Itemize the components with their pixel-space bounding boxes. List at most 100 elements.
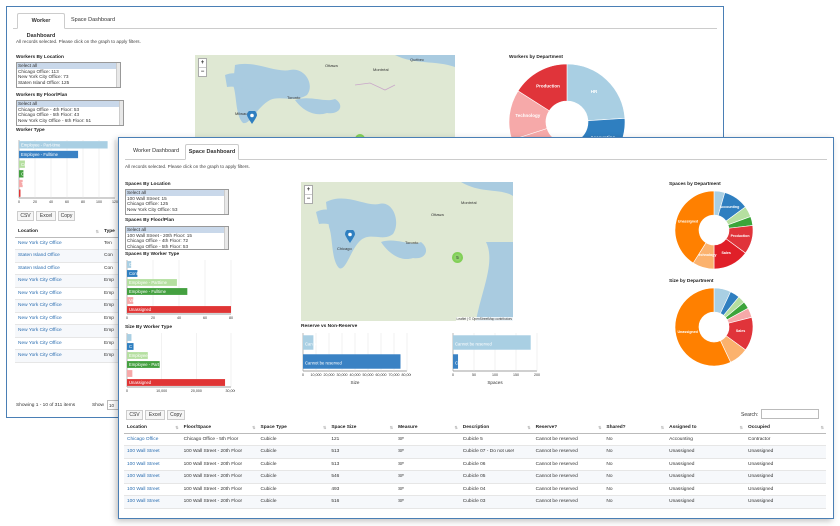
bar[interactable] xyxy=(127,270,138,277)
bar[interactable] xyxy=(127,370,133,377)
column-header[interactable]: Reserve? ⇅ xyxy=(532,423,604,434)
table-cell[interactable]: 100 Wall Street xyxy=(124,458,181,471)
bar[interactable] xyxy=(19,141,108,149)
spaces-by-location-select[interactable]: Select all 100 Wall Street: 15 Chicago O… xyxy=(125,189,229,215)
table-row[interactable]: New York City Office Emp xyxy=(15,299,125,313)
table-row[interactable]: Staten Island Office Con xyxy=(15,262,125,275)
spaces-by-floor-select[interactable]: Select all 100 Wall Street - 20th Floor:… xyxy=(125,226,229,250)
bar[interactable] xyxy=(127,297,134,304)
option[interactable]: Select all xyxy=(126,227,228,233)
bar[interactable] xyxy=(127,306,231,313)
workers-by-location-select[interactable]: Select all Chicago Office: 113 New York … xyxy=(16,62,121,88)
scrollbar[interactable] xyxy=(119,101,123,125)
option[interactable]: Chicago Office - 4th Floor: 53 xyxy=(18,106,80,112)
column-header[interactable]: Space Type ⇅ xyxy=(257,423,329,434)
option[interactable]: Chicago Office - 5th Floor: 53 xyxy=(127,243,189,249)
location-cell[interactable]: New York City Office xyxy=(15,237,101,250)
table-row[interactable]: New York City Office Emp xyxy=(15,274,125,288)
table-row[interactable]: Chicago Office Chicago Office - 5th Floor… xyxy=(124,433,826,446)
size-by-worker-type-chart[interactable]: 0 10,000 20,000 30,000 C Employee Employee - P… xyxy=(123,331,235,395)
bar[interactable] xyxy=(127,261,132,268)
option[interactable]: 100 Wall Street - 20th Floor: 15 xyxy=(127,232,192,238)
column-header-type[interactable]: Type xyxy=(101,227,125,238)
table-cell[interactable]: 100 Wall Street xyxy=(124,495,181,509)
column-header[interactable]: Shared? ⇅ xyxy=(603,423,667,434)
location-cell[interactable]: New York City Office xyxy=(15,337,101,350)
option[interactable]: Chicago Office - 5th Floor: 43 xyxy=(18,112,80,118)
bar[interactable] xyxy=(19,160,25,168)
bar[interactable] xyxy=(127,279,177,286)
column-header[interactable]: Location ⇅ xyxy=(124,423,181,434)
size-by-department-chart[interactable]: Sales Unassigned xyxy=(673,285,755,375)
option[interactable]: Chicago Office - 4th Floor: 72 xyxy=(127,238,189,244)
table-row[interactable]: 100 Wall Street 100 Wall Street - 20th Fl… xyxy=(124,470,826,484)
spaces-by-department-chart[interactable]: Accounting Production Sales Technology Unass… xyxy=(673,188,755,278)
zoom-in-button[interactable]: + xyxy=(306,187,311,193)
bar[interactable] xyxy=(127,352,148,359)
location-cell[interactable]: Staten Island Office xyxy=(15,262,101,275)
table-cell[interactable]: Chicago Office xyxy=(124,433,181,446)
column-header[interactable]: Description ⇅ xyxy=(459,423,533,434)
search-input[interactable] xyxy=(761,409,819,419)
table-row[interactable]: New York City Office Emp xyxy=(15,312,125,325)
csv-button[interactable]: CSV xyxy=(126,410,143,420)
spaces-by-worker-type-chart[interactable]: 0 20 40 60 80 Conte Contractor Employee - Partt… xyxy=(123,258,235,322)
table-row[interactable]: Staten Island Office Con xyxy=(15,249,125,263)
map-attribution[interactable]: Leaflet | © OpenStreetMap contributors xyxy=(455,317,513,321)
column-header[interactable]: Floor/Space ⇅ xyxy=(180,423,258,434)
bar[interactable] xyxy=(127,288,188,295)
excel-button[interactable]: Excel xyxy=(36,211,56,221)
worker-type-chart[interactable]: 0 20 40 60 80 100 120 Employee - Part-time Emplo… xyxy=(15,138,119,206)
workers-by-department-chart[interactable]: HRAccountingTechnologyProduction xyxy=(507,62,629,148)
bar[interactable] xyxy=(127,334,132,341)
bar[interactable] xyxy=(453,354,459,369)
location-cell[interactable]: New York City Office xyxy=(15,287,101,300)
table-cell[interactable]: 100 Wall Street xyxy=(124,483,181,496)
table-row[interactable]: New York City Office Emp xyxy=(15,287,125,300)
reserve-by-size-chart[interactable]: 0 10,000 20,000 30,000 40,000 50,000 60,000 70,… xyxy=(299,331,411,385)
map-cluster-marker[interactable]: 5 xyxy=(452,252,463,263)
donut-slice[interactable] xyxy=(566,63,626,121)
table-row[interactable]: New York City Office Emp xyxy=(15,324,125,338)
donut-slice[interactable] xyxy=(517,63,568,112)
option[interactable]: Chicago Office: 113 xyxy=(18,68,59,74)
location-cell[interactable]: New York City Office xyxy=(15,349,101,363)
location-cell[interactable]: New York City Office xyxy=(15,299,101,313)
bar[interactable] xyxy=(303,335,314,350)
table-row[interactable]: New York City Office Emp xyxy=(15,349,125,363)
location-cell[interactable]: New York City Office xyxy=(15,324,101,338)
map-pin-icon[interactable] xyxy=(247,111,257,125)
option[interactable]: Staten Island Office: 125 xyxy=(18,79,70,85)
spaces-map[interactable]: + − Toronto Ottawa Montréal Chicago 5 Le… xyxy=(301,182,513,321)
location-cell[interactable]: New York City Office xyxy=(15,274,101,288)
option[interactable]: New York City Office - 6th Floor: 51 xyxy=(18,117,92,123)
option[interactable]: Select all xyxy=(17,63,120,69)
bar[interactable] xyxy=(127,361,160,368)
csv-button[interactable]: CSV xyxy=(17,211,34,221)
tab-worker-dashboard[interactable]: Worker Dashboard xyxy=(17,13,65,39)
column-header[interactable]: Space Size ⇅ xyxy=(328,423,396,434)
map-pin-icon[interactable] xyxy=(345,230,355,244)
donut-slice[interactable] xyxy=(674,287,732,367)
option[interactable]: New York City Office: 73 xyxy=(18,74,69,80)
workers-by-floor-select[interactable]: Select all Chicago Office - 4th Floor: 5… xyxy=(16,100,124,126)
table-row[interactable]: New York City Office Ten xyxy=(15,237,125,250)
bar[interactable] xyxy=(19,170,24,178)
scrollbar[interactable] xyxy=(224,227,228,249)
option[interactable]: Chicago Office: 125 xyxy=(127,201,169,207)
option[interactable]: Select all xyxy=(17,101,123,107)
option[interactable]: 100 Wall Street: 15 xyxy=(127,195,167,201)
table-row[interactable]: 100 Wall Street 100 Wall Street - 20th Fl… xyxy=(124,495,826,509)
table-row[interactable]: 100 Wall Street 100 Wall Street - 20th Fl… xyxy=(124,445,826,459)
location-cell[interactable]: Staten Island Office xyxy=(15,249,101,263)
excel-button[interactable]: Excel xyxy=(145,410,165,420)
location-cell[interactable]: New York City Office xyxy=(15,312,101,325)
workers-map[interactable]: + − Toronto Milwaukee Ottawa Montréal Qu… xyxy=(195,55,455,147)
bar[interactable] xyxy=(19,179,23,188)
copy-button[interactable]: Copy xyxy=(167,410,185,420)
bar[interactable] xyxy=(127,379,226,386)
table-cell[interactable]: 100 Wall Street xyxy=(124,470,181,484)
column-header-location[interactable]: Location ⇅ xyxy=(15,227,101,238)
column-header[interactable]: Assigned to ⇅ xyxy=(666,423,746,434)
bar[interactable] xyxy=(19,189,21,197)
